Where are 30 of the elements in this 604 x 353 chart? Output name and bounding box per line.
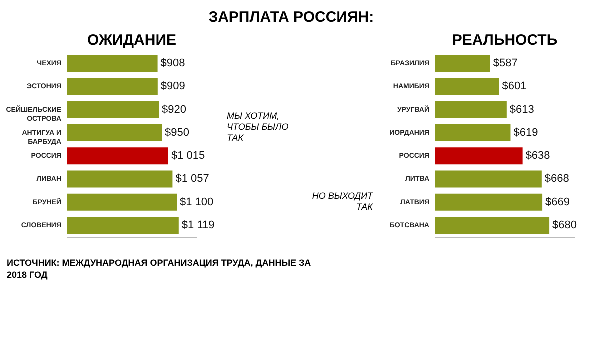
bar [67,101,159,118]
data-label: $920 [162,104,186,116]
bar [67,148,168,165]
data-label: $619 [514,126,538,139]
data-label: $680 [552,219,578,232]
bar [67,78,158,96]
data-label: $950 [165,126,190,139]
chart-title: ОЖИДАНИЕ [88,32,176,49]
bar [67,55,158,72]
data-label: $1 100 [180,196,214,208]
text: НО ВЫХОДИТ ТАК [312,191,374,212]
data-label: $669 [546,196,570,208]
data-label: $1 119 [182,219,215,232]
data-label: $587 [493,58,518,70]
bar [67,194,177,211]
bar [67,170,173,188]
data-label: $638 [526,150,550,162]
data-label: $908 [160,58,186,70]
data-label: $1 015 [172,150,206,162]
chart-title: РЕАЛЬНОСТЬ [452,32,558,49]
text: ИСТОЧНИК: МЕЖДУНАРОДНАЯ ОРГАНИЗАЦИЯ ТРУДА, ДАННЫЕ ЗА 2018 ГОД [7,258,312,280]
bar [67,216,179,234]
text: ЗАРПЛАТА РОССИЯН: [208,9,374,26]
data-label: $601 [502,80,527,93]
data-label: $1 057 [176,173,210,186]
data-label: $909 [160,80,186,93]
data-label: $613 [510,104,534,116]
bar [67,124,162,142]
data-label: $668 [544,173,570,186]
text: МЫ ХОТИМ, ЧТОБЫ БЫЛО ТАК [227,111,289,143]
